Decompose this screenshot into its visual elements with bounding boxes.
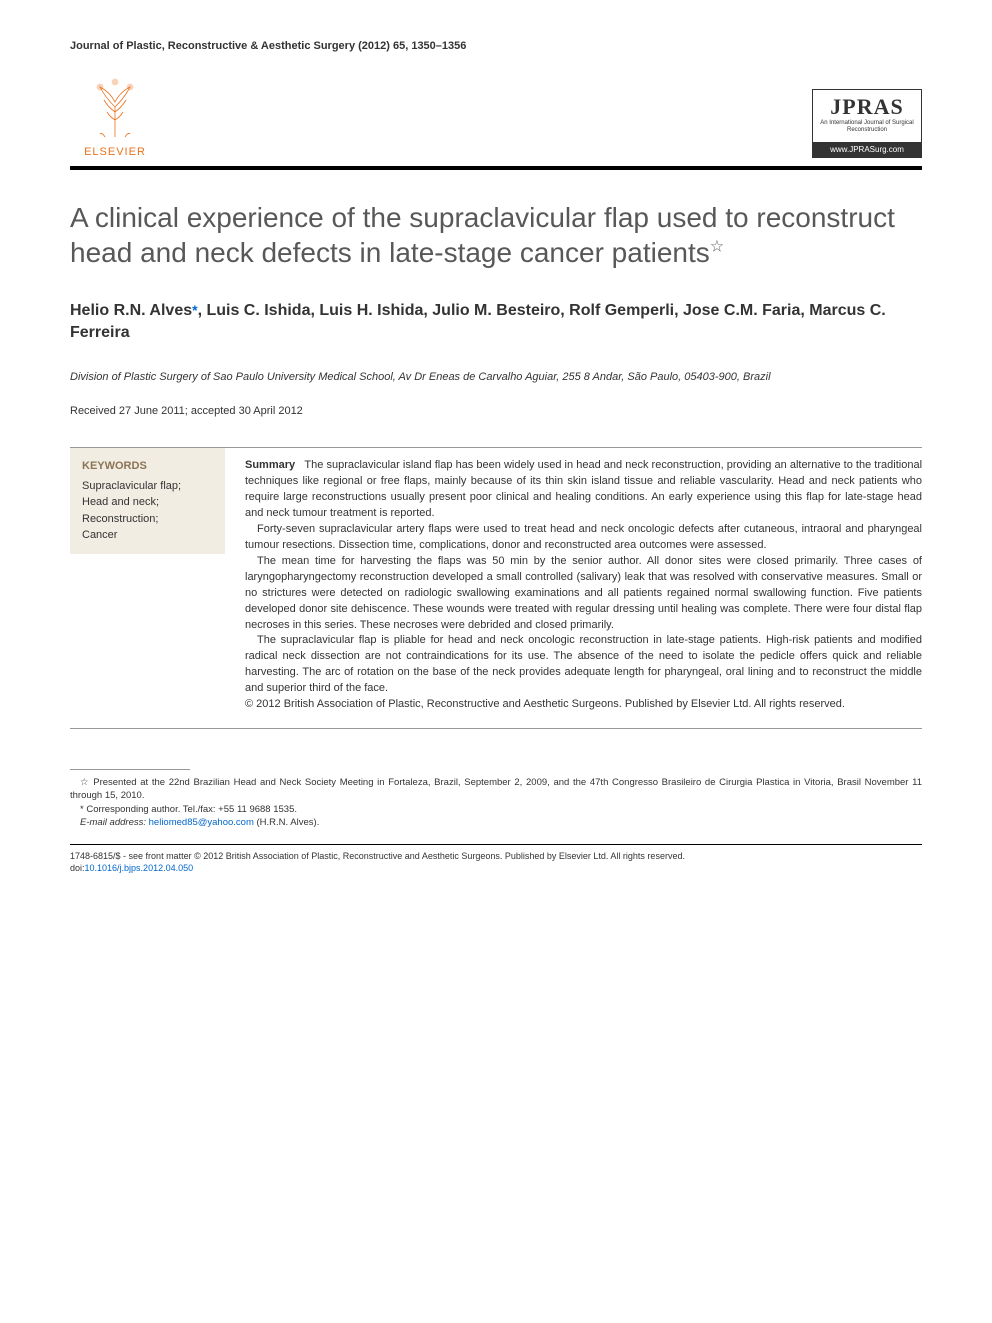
email-attribution: (H.R.N. Alves). bbox=[257, 817, 320, 828]
title-footnote-marker: ☆ bbox=[710, 239, 724, 256]
elsevier-tree-icon bbox=[80, 72, 150, 142]
footnote-presented: ☆ Presented at the 22nd Brazilian Head a… bbox=[70, 776, 922, 803]
title-text: A clinical experience of the supraclavic… bbox=[70, 202, 895, 268]
elsevier-logo[interactable]: ELSEVIER bbox=[70, 72, 160, 158]
corresponding-author-marker: * bbox=[192, 302, 197, 318]
jpras-url: www.JPRASurg.com bbox=[813, 142, 921, 157]
summary-p1-text: The supraclavicular island flap has been… bbox=[245, 459, 922, 519]
keywords-summary-row: KEYWORDS Supraclavicular flap; Head and … bbox=[70, 448, 922, 713]
jpras-logo[interactable]: JPRAS An International Journal of Surgic… bbox=[812, 89, 922, 158]
bottom-rule bbox=[70, 844, 922, 845]
footnotes-block: ☆ Presented at the 22nd Brazilian Head a… bbox=[70, 776, 922, 829]
journal-citation-header: Journal of Plastic, Reconstructive & Aes… bbox=[70, 40, 922, 52]
keywords-box: KEYWORDS Supraclavicular flap; Head and … bbox=[70, 448, 225, 554]
elsevier-text: ELSEVIER bbox=[84, 146, 146, 158]
header-rule bbox=[70, 166, 922, 170]
content-bottom-rule bbox=[70, 728, 922, 729]
summary-para-4: The supraclavicular flap is pliable for … bbox=[245, 633, 922, 697]
footnote-corresponding: * Corresponding author. Tel./fax: +55 11… bbox=[70, 803, 922, 816]
doi-link[interactable]: 10.1016/j.bjps.2012.04.050 bbox=[85, 863, 194, 873]
summary-para-3: The mean time for harvesting the flaps w… bbox=[245, 554, 922, 634]
article-title: A clinical experience of the supraclavic… bbox=[70, 200, 922, 270]
email-link[interactable]: heliomed85@yahoo.com bbox=[149, 817, 254, 828]
copyright-block: 1748-6815/$ - see front matter © 2012 Br… bbox=[70, 851, 922, 874]
summary-label: Summary bbox=[245, 459, 295, 471]
authors-list: Helio R.N. Alves*, Luis C. Ishida, Luis … bbox=[70, 300, 922, 345]
keywords-list: Supraclavicular flap; Head and neck; Rec… bbox=[82, 478, 213, 544]
article-dates: Received 27 June 2011; accepted 30 April… bbox=[70, 405, 922, 417]
affiliation: Division of Plastic Surgery of Sao Paulo… bbox=[70, 370, 922, 385]
jpras-title: JPRAS bbox=[813, 94, 921, 120]
jpras-subtitle: An International Journal of Surgical Rec… bbox=[813, 120, 921, 138]
footnote-rule bbox=[70, 769, 190, 770]
bottom-copyright-text: 1748-6815/$ - see front matter © 2012 Br… bbox=[70, 851, 685, 861]
email-label: E-mail address: bbox=[80, 817, 146, 828]
summary-para-2: Forty-seven supraclavicular artery flaps… bbox=[245, 522, 922, 554]
summary-copyright: © 2012 British Association of Plastic, R… bbox=[245, 697, 922, 713]
summary-column: Summary The supraclavicular island flap … bbox=[245, 448, 922, 713]
keywords-heading: KEYWORDS bbox=[82, 458, 213, 475]
doi-label: doi: bbox=[70, 863, 85, 873]
footnote-email: E-mail address: heliomed85@yahoo.com (H.… bbox=[70, 816, 922, 829]
summary-para-1: Summary The supraclavicular island flap … bbox=[245, 458, 922, 522]
logos-row: ELSEVIER JPRAS An International Journal … bbox=[70, 72, 922, 158]
